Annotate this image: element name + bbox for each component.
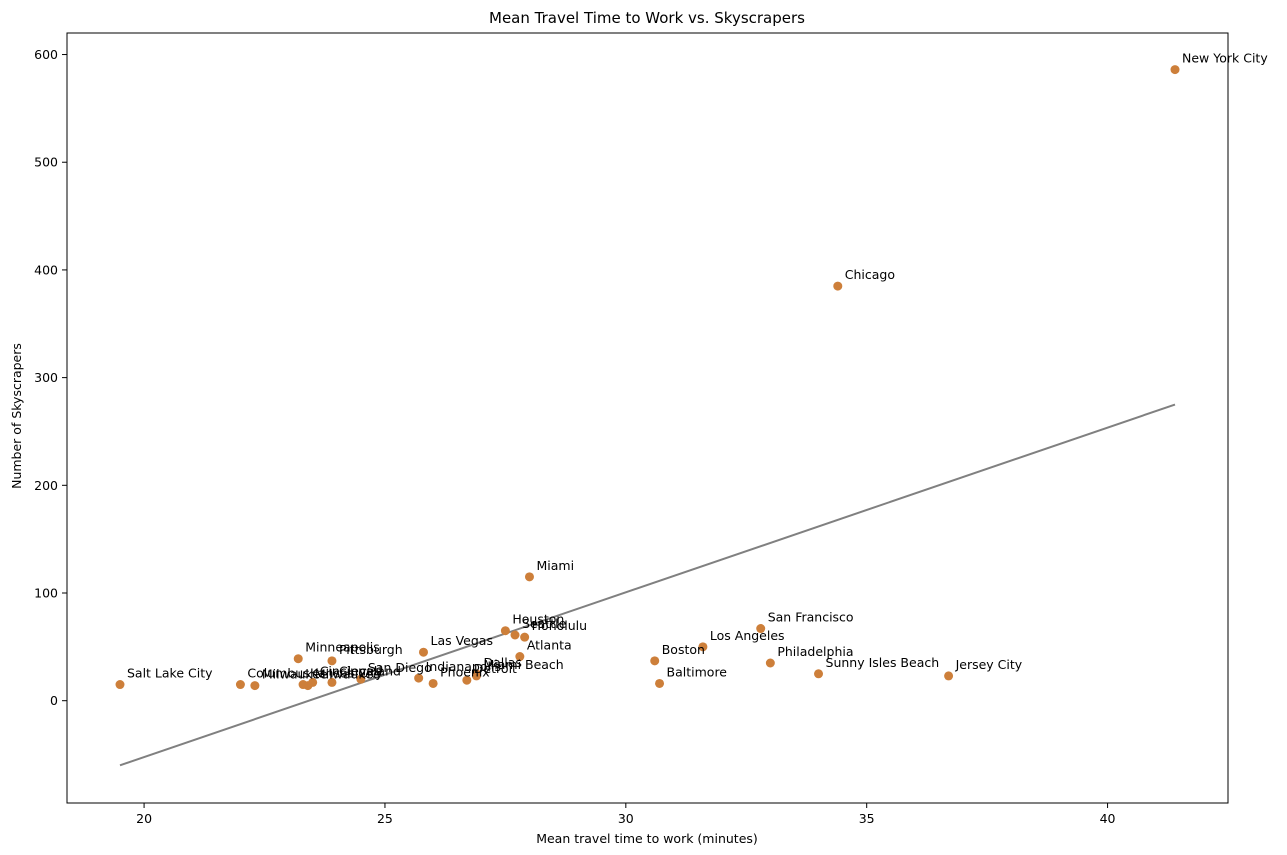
data-point xyxy=(298,680,308,690)
data-point xyxy=(833,281,843,291)
data-point xyxy=(524,572,534,582)
data-point xyxy=(655,678,665,688)
point-label: Columbus xyxy=(247,666,309,681)
chart-title: Mean Travel Time to Work vs. Skyscrapers xyxy=(489,9,805,27)
point-label: Salt Lake City xyxy=(127,666,213,681)
data-point xyxy=(235,680,245,690)
y-tick-label: 600 xyxy=(34,47,58,62)
point-label: Los Angeles xyxy=(710,628,785,643)
x-tick-label: 25 xyxy=(377,811,393,826)
point-label: Pittsburgh xyxy=(339,642,403,657)
point-label: Boston xyxy=(662,642,705,657)
point-label: Cleveland xyxy=(339,663,401,678)
x-tick-label: 35 xyxy=(859,811,875,826)
point-label: Miami Beach xyxy=(483,657,563,672)
point-label: Milwaukee xyxy=(315,667,381,682)
data-point xyxy=(428,678,438,688)
point-label: Baltimore xyxy=(667,664,728,679)
point-label: Dallas xyxy=(483,655,521,670)
trend-line xyxy=(119,403,1176,767)
plot-frame xyxy=(66,32,1229,804)
data-point xyxy=(698,642,708,652)
data-point xyxy=(520,632,530,642)
point-label: Indianapolis xyxy=(426,659,501,674)
data-point xyxy=(418,647,428,657)
point-label: Detroit xyxy=(474,661,517,676)
point-label: Phoenix xyxy=(440,664,490,679)
data-point xyxy=(756,624,766,634)
y-tick-label: 100 xyxy=(34,586,58,601)
data-point xyxy=(327,677,337,687)
data-point xyxy=(765,658,775,668)
point-label: Honolulu xyxy=(532,618,587,633)
point-label: Atlanta xyxy=(527,638,572,653)
point-label: Chicago xyxy=(845,267,895,282)
y-tick-label: 300 xyxy=(34,370,58,385)
data-point xyxy=(115,680,125,690)
data-point xyxy=(814,669,824,679)
data-point xyxy=(515,652,525,662)
point-label: San Francisco xyxy=(768,610,854,625)
point-label: Milwaukee xyxy=(262,667,328,682)
data-point xyxy=(250,681,260,691)
data-point xyxy=(327,656,337,666)
data-point xyxy=(1170,65,1180,75)
point-label: Houston xyxy=(512,612,564,627)
data-point xyxy=(650,656,660,666)
point-label: Philadelphia xyxy=(777,644,853,659)
data-point xyxy=(510,630,520,640)
point-label: Minneapolis xyxy=(305,640,380,655)
point-label: Miami xyxy=(536,558,574,573)
x-tick-label: 30 xyxy=(618,811,634,826)
data-point xyxy=(500,626,510,636)
data-point xyxy=(944,671,954,681)
x-tick-label: 40 xyxy=(1100,811,1116,826)
data-point xyxy=(356,674,366,684)
y-tick-label: 500 xyxy=(34,155,58,170)
point-label: Seattle xyxy=(522,616,567,631)
y-tick-label: 200 xyxy=(34,478,58,493)
point-label: Jersey City xyxy=(955,657,1023,672)
point-label: San Diego xyxy=(368,660,432,675)
point-label: Kansas City xyxy=(310,666,383,681)
data-point xyxy=(462,675,472,685)
point-label: New York City xyxy=(1182,51,1268,66)
point-label: Cincinnati xyxy=(320,663,382,678)
point-label: Las Vegas xyxy=(430,633,493,648)
data-point xyxy=(471,669,481,679)
y-axis-label: Number of Skyscrapers xyxy=(9,343,24,489)
data-point xyxy=(293,654,303,664)
y-tick-label: 400 xyxy=(34,262,58,277)
x-axis-label: Mean travel time to work (minutes) xyxy=(536,831,758,846)
x-tick-label: 20 xyxy=(136,811,152,826)
y-tick-label: 0 xyxy=(50,693,58,708)
point-label: Sunny Isles Beach xyxy=(826,655,940,670)
data-point xyxy=(414,673,424,683)
